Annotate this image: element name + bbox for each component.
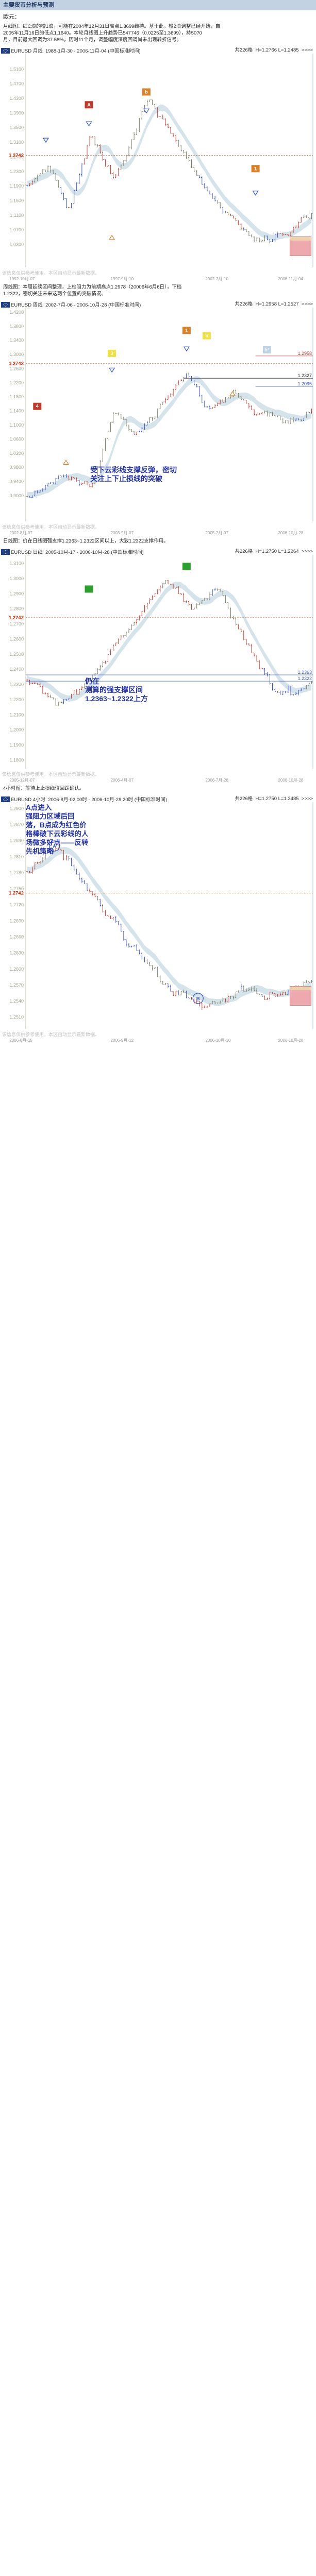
svg-text:1.2200: 1.2200 xyxy=(9,380,24,385)
svg-text:1.1500: 1.1500 xyxy=(9,198,24,203)
svg-text:1.2780: 1.2780 xyxy=(9,870,24,875)
svg-text:1.2100: 1.2100 xyxy=(9,712,24,717)
svg-text:1.3100: 1.3100 xyxy=(9,561,24,566)
svg-text:1.1800: 1.1800 xyxy=(9,394,24,399)
svg-text:1.1900: 1.1900 xyxy=(9,183,24,189)
svg-text:1.1800: 1.1800 xyxy=(9,757,24,762)
svg-text:1.2742: 1.2742 xyxy=(9,152,24,158)
svg-text:A: A xyxy=(87,102,91,108)
svg-text:1.3400: 1.3400 xyxy=(9,338,24,343)
svg-text:1.3100: 1.3100 xyxy=(9,140,24,145)
svg-text:1.2720: 1.2720 xyxy=(9,902,24,907)
svg-text:1.3000: 1.3000 xyxy=(9,352,24,357)
svg-text:1.1100: 1.1100 xyxy=(10,213,24,218)
svg-text:1: 1 xyxy=(254,166,257,172)
svg-text:1.4300: 1.4300 xyxy=(9,96,24,101)
svg-text:B: B xyxy=(196,996,200,1002)
svg-text:1.2327: 1.2327 xyxy=(297,373,312,378)
svg-text:b: b xyxy=(145,90,148,95)
svg-text:1.2300: 1.2300 xyxy=(9,682,24,687)
svg-text:1.2363: 1.2363 xyxy=(297,670,312,675)
svg-text:1.0200: 1.0200 xyxy=(9,451,24,456)
svg-text:1.3900: 1.3900 xyxy=(9,110,24,115)
svg-text:1.2840: 1.2840 xyxy=(9,838,24,843)
svg-text:5: 5 xyxy=(205,333,208,339)
svg-text:1.2900: 1.2900 xyxy=(9,806,24,811)
svg-text:1.2870: 1.2870 xyxy=(9,822,24,827)
svg-text:1.3800: 1.3800 xyxy=(9,324,24,329)
svg-text:0.9000: 0.9000 xyxy=(9,493,24,498)
svg-text:0.9800: 0.9800 xyxy=(9,465,24,470)
svg-text:1.0600: 1.0600 xyxy=(9,436,24,442)
svg-text:3: 3 xyxy=(110,351,113,357)
svg-text:1.4700: 1.4700 xyxy=(9,81,24,87)
svg-text:1.2600: 1.2600 xyxy=(9,366,24,371)
svg-text:1.2540: 1.2540 xyxy=(9,998,24,1004)
svg-text:1.2600: 1.2600 xyxy=(9,967,24,972)
svg-text:1.2200: 1.2200 xyxy=(9,697,24,702)
svg-text:1: 1 xyxy=(185,328,188,333)
svg-text:1.2300: 1.2300 xyxy=(9,169,24,174)
svg-text:1.1900: 1.1900 xyxy=(9,742,24,748)
svg-text:1.2690: 1.2690 xyxy=(9,918,24,923)
svg-text:1.2660: 1.2660 xyxy=(9,935,24,940)
svg-text:1.2742: 1.2742 xyxy=(9,615,24,621)
svg-text:1.1400: 1.1400 xyxy=(9,409,24,414)
svg-text:0.9400: 0.9400 xyxy=(9,479,24,484)
svg-text:1.4200: 1.4200 xyxy=(9,310,24,315)
svg-text:1.2600: 1.2600 xyxy=(9,637,24,642)
svg-text:4: 4 xyxy=(36,404,39,410)
svg-text:1.2630: 1.2630 xyxy=(9,951,24,956)
svg-text:1.2958: 1.2958 xyxy=(297,351,312,356)
svg-text:1.0300: 1.0300 xyxy=(9,242,24,247)
svg-text:1.2322: 1.2322 xyxy=(297,676,312,681)
svg-text:1.2742: 1.2742 xyxy=(9,361,24,367)
svg-text:1.2510: 1.2510 xyxy=(9,1014,24,1020)
svg-text:1.2400: 1.2400 xyxy=(9,667,24,672)
svg-text:1.3000: 1.3000 xyxy=(9,576,24,581)
svg-text:1.2570: 1.2570 xyxy=(9,982,24,988)
svg-text:1.1000: 1.1000 xyxy=(9,422,24,428)
svg-text:1.2095: 1.2095 xyxy=(297,381,312,386)
svg-text:1.2900: 1.2900 xyxy=(9,591,24,596)
svg-text:1.2800: 1.2800 xyxy=(9,606,24,612)
svg-text:1.2810: 1.2810 xyxy=(9,854,24,859)
svg-text:1.0700: 1.0700 xyxy=(9,227,24,232)
svg-text:1.2500: 1.2500 xyxy=(9,652,24,657)
svg-text:b°: b° xyxy=(264,347,270,353)
svg-text:1.2742: 1.2742 xyxy=(9,890,24,896)
svg-text:1.5100: 1.5100 xyxy=(9,66,24,72)
svg-text:1.2000: 1.2000 xyxy=(9,727,24,733)
svg-text:1.3500: 1.3500 xyxy=(9,125,24,130)
svg-text:1.2700: 1.2700 xyxy=(9,621,24,626)
